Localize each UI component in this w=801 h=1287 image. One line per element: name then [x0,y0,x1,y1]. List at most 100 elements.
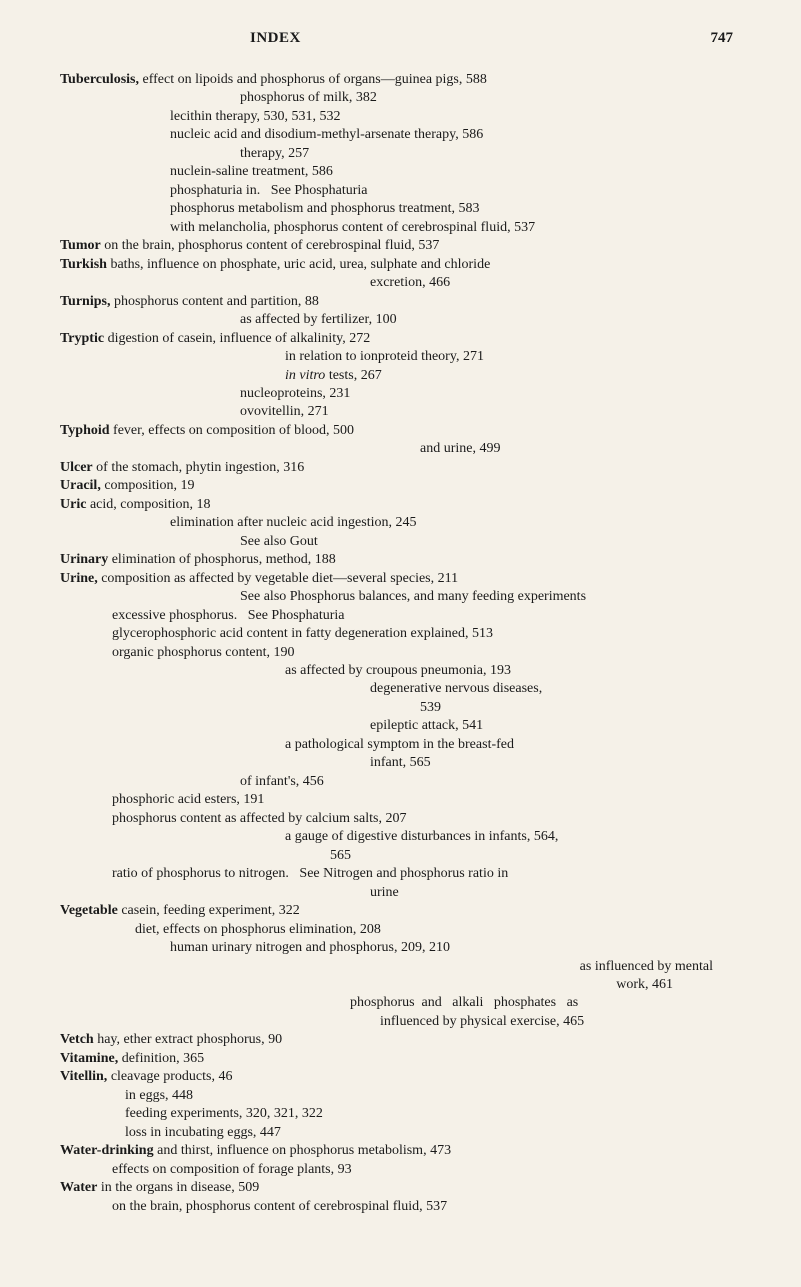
index-line: a gauge of digestive disturbances in inf… [60,828,753,846]
index-text: in relation to ionproteid theory, 271 [285,349,484,364]
index-text: baths, influence on phosphate, uric acid… [107,257,490,272]
index-text: phosphorus content as affected by calciu… [112,811,406,826]
index-text: excretion, 466 [370,275,450,290]
index-text: See also Phosphorus balances, and many f… [240,589,586,604]
index-line: Ulcer of the stomach, phytin ingestion, … [60,459,753,477]
index-line: 539 [60,699,753,717]
index-text: casein, feeding experiment, 322 [118,903,300,918]
index-text: in eggs, 448 [125,1088,193,1103]
index-term: Vitellin, [60,1069,107,1084]
italic-term: in vitro [285,368,325,383]
index-line: with melancholia, phosphorus content of … [60,219,753,237]
index-text: cleavage products, 46 [107,1069,232,1084]
index-content: Tuberculosis, effect on lipoids and phos… [60,71,753,1216]
index-text: glycerophosphoric acid content in fatty … [112,626,493,641]
index-term: Vitamine, [60,1051,118,1066]
index-term: Turkish [60,257,107,272]
index-term: Turnips, [60,294,110,309]
index-line: therapy, 257 [60,145,753,163]
index-line: Vegetable casein, feeding experiment, 32… [60,902,753,920]
index-line: nucleoproteins, 231 [60,385,753,403]
index-text: diet, effects on phosphorus elimination,… [135,922,381,937]
index-term: Tuberculosis, [60,72,139,87]
index-text: as affected by croupous pneumonia, 193 [285,663,511,678]
index-line: Turkish baths, influence on phosphate, u… [60,256,753,274]
index-line: degenerative nervous diseases, [60,680,753,698]
index-term: Urinary [60,552,108,567]
page-header: INDEX 747 [60,30,753,47]
index-line: phosphorus metabolism and phosphorus tre… [60,200,753,218]
index-term: Water-drinking [60,1143,154,1158]
index-line: a pathological symptom in the breast-fed [60,736,753,754]
index-line: human urinary nitrogen and phosphorus, 2… [60,939,753,957]
index-line: in eggs, 448 [60,1087,753,1105]
index-line: phosphoric acid esters, 191 [60,791,753,809]
index-text: as influenced by mental [580,959,713,974]
index-term: Water [60,1180,97,1195]
index-line: See also Phosphorus balances, and many f… [60,588,753,606]
index-line: phosphorus of milk, 382 [60,89,753,107]
index-text: urine [370,885,399,900]
index-text: excessive phosphorus. See Phosphaturia [112,608,345,623]
index-line: Urinary elimination of phosphorus, metho… [60,551,753,569]
index-line: phosphorus content as affected by calciu… [60,810,753,828]
index-line: as affected by fertilizer, 100 [60,311,753,329]
index-term: Ulcer [60,460,93,475]
index-text: nuclein-saline treatment, 586 [170,164,333,179]
index-text: infant, 565 [370,755,431,770]
index-text: composition as affected by vegetable die… [98,571,458,586]
index-text: elimination after nucleic acid ingestion… [170,515,416,530]
index-term: Tryptic [60,331,104,346]
index-line: influenced by physical exercise, 465 [60,1013,753,1031]
index-text: of infant's, 456 [240,774,324,789]
index-line: excessive phosphorus. See Phosphaturia [60,607,753,625]
index-text: elimination of phosphorus, method, 188 [108,552,335,567]
index-line: Vitamine, definition, 365 [60,1050,753,1068]
index-text: ratio of phosphorus to nitrogen. See Nit… [112,866,508,881]
index-line: in relation to ionproteid theory, 271 [60,348,753,366]
index-text: ovovitellin, 271 [240,404,329,419]
index-line: Tuberculosis, effect on lipoids and phos… [60,71,753,89]
index-text: work, 461 [616,977,673,992]
index-line: See also Gout [60,533,753,551]
index-line: phosphorus and alkali phosphates as [60,994,753,1012]
index-line: and urine, 499 [60,440,753,458]
index-text: loss in incubating eggs, 447 [125,1125,281,1140]
index-text: phosphorus and alkali phosphates as [350,995,578,1010]
index-text: effects on composition of forage plants,… [112,1162,352,1177]
index-line: Vetch hay, ether extract phosphorus, 90 [60,1031,753,1049]
index-line: organic phosphorus content, 190 [60,644,753,662]
index-text: phosphorus content and partition, 88 [110,294,318,309]
index-text: definition, 365 [118,1051,204,1066]
index-line: ovovitellin, 271 [60,403,753,421]
index-text: hay, ether extract phosphorus, 90 [94,1032,282,1047]
index-line: nucleic acid and disodium-methyl-arsenat… [60,126,753,144]
index-line: ratio of phosphorus to nitrogen. See Nit… [60,865,753,883]
index-line: Typhoid fever, effects on composition of… [60,422,753,440]
index-text: nucleoproteins, 231 [240,386,350,401]
index-text: human urinary nitrogen and phosphorus, 2… [170,940,450,955]
index-text: 565 [330,848,351,863]
index-line: excretion, 466 [60,274,753,292]
index-text: of the stomach, phytin ingestion, 316 [93,460,305,475]
index-text: and thirst, influence on phosphorus meta… [154,1143,451,1158]
index-text: on the brain, phosphorus content of cere… [101,238,440,253]
index-term: Uracil, [60,478,101,493]
index-text: phosphoric acid esters, 191 [112,792,264,807]
index-text: phosphorus metabolism and phosphorus tre… [170,201,480,216]
index-line: Water-drinking and thirst, influence on … [60,1142,753,1160]
index-text: on the brain, phosphorus content of cere… [112,1199,447,1214]
index-term: Uric [60,497,86,512]
index-text: tests, 267 [325,368,381,383]
index-term: Vetch [60,1032,94,1047]
index-text: digestion of casein, influence of alkali… [104,331,370,346]
index-line: epileptic attack, 541 [60,717,753,735]
index-text: therapy, 257 [240,146,309,161]
index-term: Typhoid [60,423,110,438]
index-line: elimination after nucleic acid ingestion… [60,514,753,532]
index-text: with melancholia, phosphorus content of … [170,220,535,235]
header-title: INDEX [250,30,301,47]
index-term: Urine, [60,571,98,586]
index-text: organic phosphorus content, 190 [112,645,295,660]
index-text: as affected by fertilizer, 100 [240,312,397,327]
